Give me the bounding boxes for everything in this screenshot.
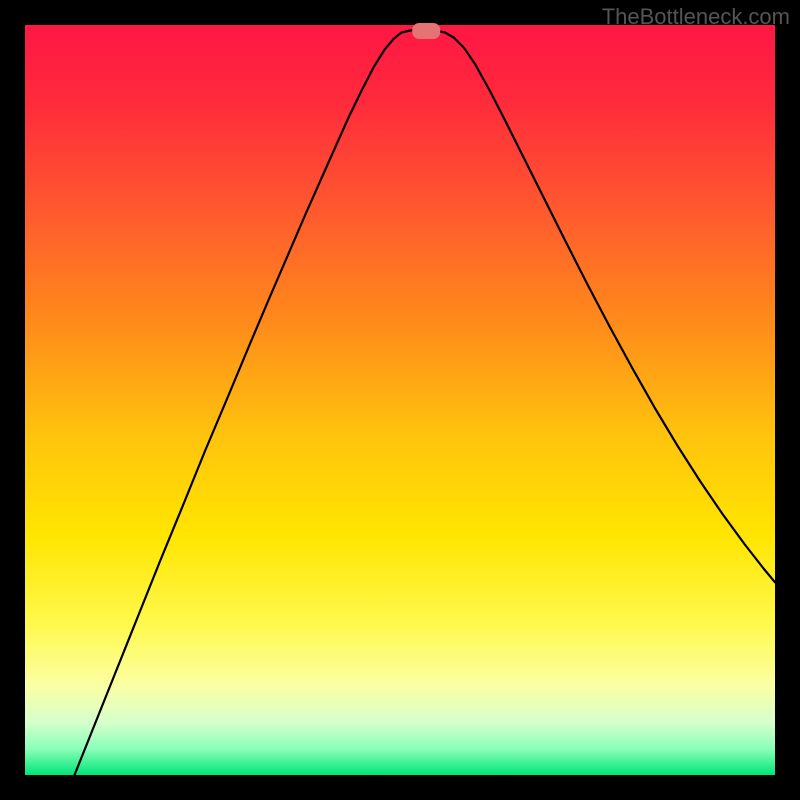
- chart-plot-background: [25, 25, 775, 775]
- optimal-marker: [412, 23, 440, 39]
- watermark-text: TheBottleneck.com: [602, 4, 790, 30]
- bottleneck-chart: [0, 0, 800, 800]
- chart-container: TheBottleneck.com: [0, 0, 800, 800]
